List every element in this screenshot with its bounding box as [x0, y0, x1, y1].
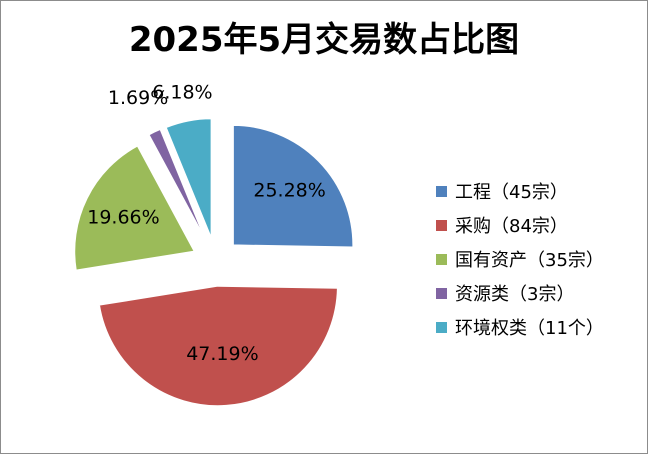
legend-item: 采购（84宗） [436, 208, 604, 242]
legend: 工程（45宗） 采购（84宗） 国有资产（35宗） 资源类（3宗） 环境权类（1… [436, 174, 604, 344]
data-label-procurement: 47.19% [186, 343, 258, 365]
legend-label: 采购（84宗） [455, 216, 568, 237]
legend-item: 环境权类（11个） [436, 310, 604, 344]
data-label-state-assets: 19.66% [87, 206, 159, 228]
legend-label: 资源类（3宗） [455, 284, 575, 305]
legend-swatch [436, 185, 447, 197]
legend-swatch [436, 321, 447, 333]
pie-slice-state-assets [73, 144, 196, 272]
pie-slice-procurement [98, 285, 339, 407]
chart-title: 2025年5月交易数占比图 [128, 20, 520, 60]
legend-label: 环境权类（11个） [455, 318, 604, 339]
legend-swatch [436, 219, 447, 231]
pie-slice-engineering [232, 124, 354, 249]
legend-label: 国有资产（35宗） [455, 250, 604, 271]
legend-swatch [436, 253, 447, 265]
legend-item: 工程（45宗） [436, 174, 604, 208]
legend-swatch [436, 287, 447, 299]
data-label-environmental-rights: 6.18% [152, 81, 212, 103]
pie-slice-environmental-rights [164, 117, 213, 239]
legend-label: 工程（45宗） [455, 182, 568, 203]
data-label-resources: 1.69% [108, 87, 168, 109]
legend-item: 国有资产（35宗） [436, 242, 604, 276]
legend-item: 资源类（3宗） [436, 276, 604, 310]
data-label-engineering: 25.28% [253, 180, 325, 202]
pie-slice-resources [147, 128, 207, 241]
